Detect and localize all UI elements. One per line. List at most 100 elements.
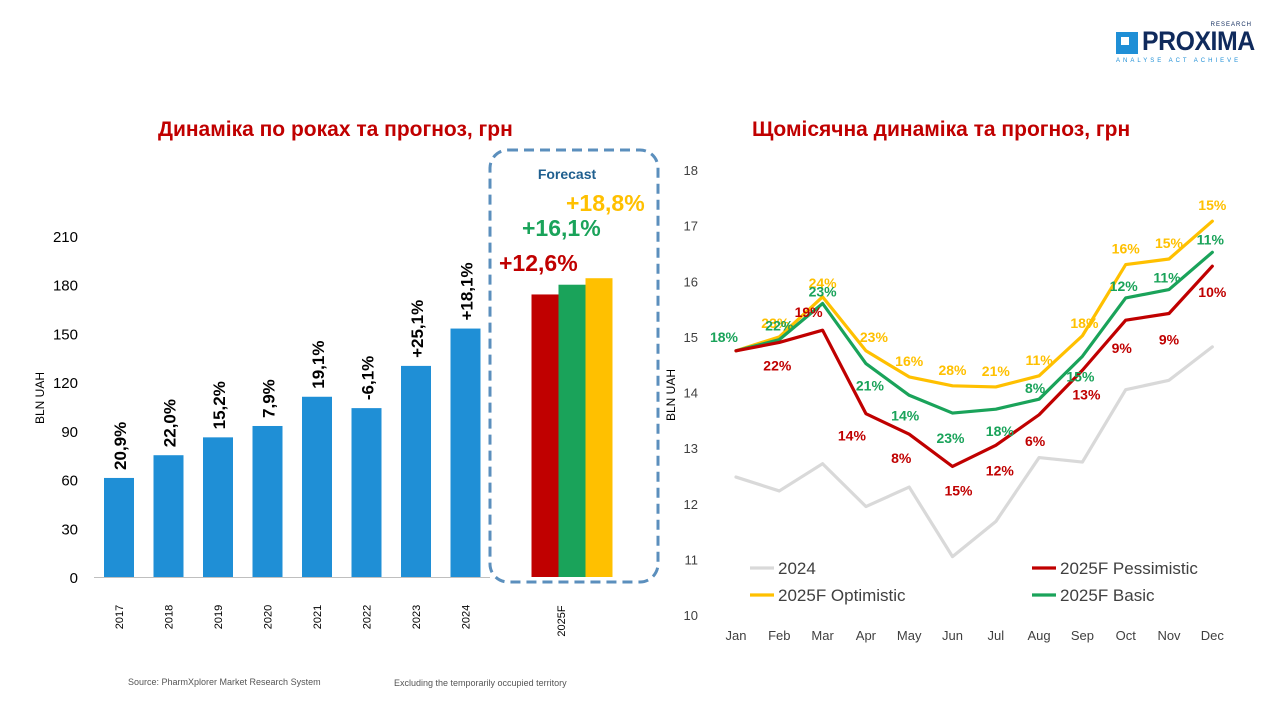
proxima-logo: PROXIMA RESEARCH ANALYSE ACT ACHIEVE <box>1116 20 1256 70</box>
x-tick-label: Oct <box>1116 628 1137 643</box>
series-line-2025f-optimistic <box>734 219 1214 389</box>
logo-mark-icon <box>1116 32 1138 54</box>
x-tick-label: 2018 <box>164 605 176 629</box>
bar-2024 <box>450 328 481 577</box>
point-label: 19% <box>795 304 824 320</box>
territory-note: Excluding the temporarily occupied terri… <box>394 678 567 688</box>
point-label: 21% <box>982 363 1011 379</box>
point-label: 16% <box>895 353 924 369</box>
x-tick-label: 2022 <box>362 605 374 629</box>
series-line-2025f-basic <box>734 250 1214 415</box>
y-axis-label: BLN UAH <box>664 369 678 421</box>
x-tick-label: 2017 <box>114 605 126 629</box>
forecast-growth-label: +12,6% <box>499 250 578 276</box>
point-label: 12% <box>986 462 1015 478</box>
point-label: 23% <box>761 315 790 331</box>
bar-2023 <box>401 365 431 577</box>
x-tick-label: 2019 <box>213 605 225 629</box>
y-tick-label: 15 <box>684 330 698 345</box>
y-tick-label: 0 <box>70 570 78 587</box>
source-note: Source: PharmXplorer Market Research Sys… <box>128 677 321 687</box>
x-tick-label: Aug <box>1028 628 1051 643</box>
logo-wordmark: PROXIMA <box>1142 26 1255 56</box>
y-tick-label: 18 <box>684 163 698 178</box>
forecast-bar-pessimistic <box>531 294 559 577</box>
point-label: 24% <box>809 275 838 291</box>
x-tick-label: 2023 <box>411 605 423 629</box>
x-tick-label: May <box>897 628 922 643</box>
point-label: 18% <box>1070 315 1099 331</box>
point-label: 8% <box>891 450 912 466</box>
point-label: 16% <box>1112 241 1141 257</box>
point-label: 13% <box>1072 386 1101 402</box>
yearly-bar-chart: 0 30 60 90 120 150 180 210 BLN UAH 2017 20,9% 2018 2… <box>33 148 660 637</box>
right-chart-title: Щомісячна динаміка та прогноз, грн <box>752 118 1131 141</box>
point-label: 8% <box>1025 380 1046 396</box>
point-label: 21% <box>856 378 885 394</box>
point-label: 28% <box>938 362 967 378</box>
legend-label: 2024 <box>778 559 816 578</box>
legend-label: 2025F Basic <box>1060 586 1155 605</box>
x-tick-label: Feb <box>768 628 790 643</box>
monthly-line-chart: 10 11 12 13 14 15 16 17 18 BLN UAH Jan Feb Mar Apr May… <box>664 163 1227 643</box>
y-tick-label: 60 <box>61 473 78 490</box>
point-label: 9% <box>1112 340 1133 356</box>
y-tick-label: 150 <box>53 326 78 343</box>
point-label: 11% <box>1197 231 1225 247</box>
point-label: 12% <box>1110 278 1139 294</box>
x-tick-label: Apr <box>856 628 877 643</box>
point-label: 22% <box>765 318 794 334</box>
growth-label: +25,1% <box>408 300 427 358</box>
point-label: 22% <box>763 357 792 373</box>
logo-top-text: RESEARCH <box>1210 22 1252 28</box>
y-tick-label: 210 <box>53 229 78 246</box>
y-axis-label: BLN UAH <box>33 372 47 424</box>
point-label: 15% <box>1066 368 1095 384</box>
y-tick-label: 180 <box>53 278 78 295</box>
growth-label: 20,9% <box>111 422 130 470</box>
bar-2019 <box>203 437 233 577</box>
point-label: 15% <box>1198 197 1227 213</box>
bar-2017 <box>104 477 134 577</box>
growth-label: 7,9% <box>260 379 279 418</box>
point-label: 9% <box>1159 332 1180 348</box>
forecast-growth-label: +16,1% <box>522 215 601 241</box>
forecast-growth-label: +18,8% <box>566 190 645 216</box>
x-tick-label: Mar <box>811 628 834 643</box>
point-label: 23% <box>936 430 965 446</box>
bar-2018 <box>153 455 184 577</box>
y-tick-label: 30 <box>61 521 78 538</box>
y-tick-label: 16 <box>684 274 698 289</box>
forecast-bar-basic <box>558 284 586 577</box>
x-tick-label: Nov <box>1157 628 1181 643</box>
y-tick-label: 17 <box>684 219 698 234</box>
point-label: 14% <box>838 428 867 444</box>
x-tick-label: 2025F <box>556 605 568 636</box>
legend-label: 2025F Pessimistic <box>1060 559 1198 578</box>
y-tick-label: 11 <box>685 552 699 567</box>
logo-tagline: ANALYSE ACT ACHIEVE <box>1116 58 1242 64</box>
x-tick-label: 2020 <box>263 605 275 629</box>
legend-label: 2025F Optimistic <box>778 586 906 605</box>
x-tick-label: 2024 <box>461 605 473 629</box>
bar-2020 <box>252 425 283 577</box>
forecast-label: Forecast <box>538 166 597 182</box>
bar-2022 <box>351 408 382 577</box>
point-label: 15% <box>944 482 973 498</box>
point-label: 10% <box>1198 284 1227 300</box>
point-label: 18% <box>986 423 1015 439</box>
bar-2021 <box>302 396 332 577</box>
y-tick-label: 13 <box>684 441 698 456</box>
series-line-2024 <box>734 345 1214 559</box>
growth-label: 22,0% <box>161 399 180 447</box>
growth-label: -6,1% <box>359 356 378 400</box>
y-tick-label: 90 <box>61 424 78 441</box>
point-label: 11% <box>1153 270 1181 286</box>
point-label: 14% <box>891 407 920 423</box>
point-label: 15% <box>1155 235 1184 251</box>
forecast-bar-optimistic <box>585 278 613 577</box>
growth-label: +18,1% <box>458 262 477 320</box>
forecast-box <box>488 148 660 584</box>
point-label: 23% <box>860 329 889 345</box>
x-tick-label: Jun <box>942 628 963 643</box>
